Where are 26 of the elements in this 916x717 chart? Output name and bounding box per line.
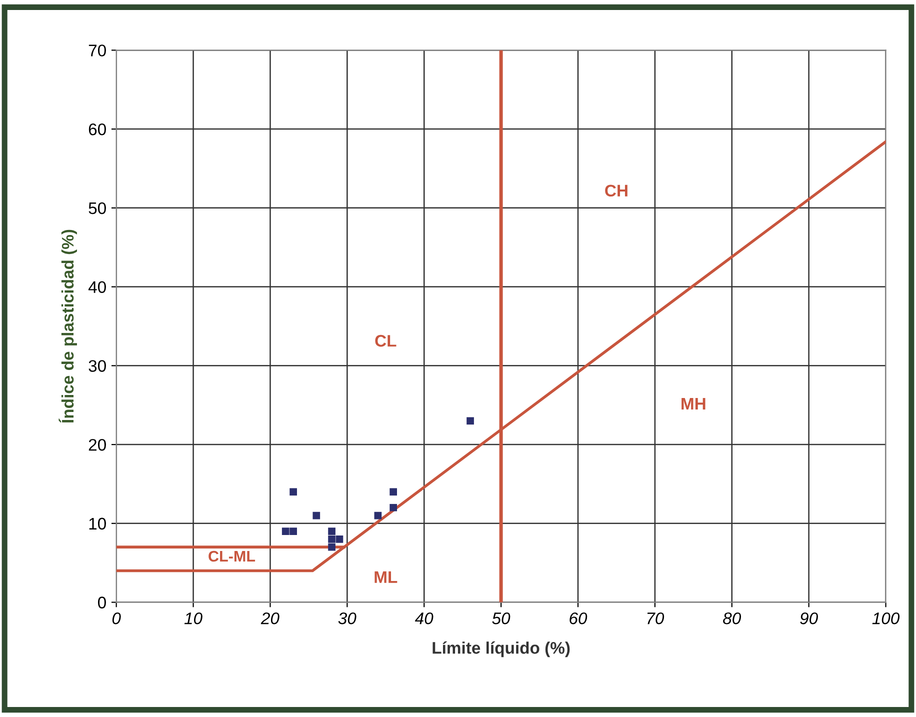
y-tick-label: 70 [88,44,106,56]
x-tick-label: 30 [338,612,356,624]
x-tick-label: 100 [872,612,900,624]
annotation: CL [375,334,396,347]
annotation: MH [682,398,706,410]
x-tick-label: 90 [800,612,818,624]
x-tick-label: 70 [647,612,664,624]
annotation: CL-ML [208,550,256,562]
annotation: CH [605,184,628,197]
y-tick-label: 10 [89,518,106,530]
x-axis-title: Límite líquido (%) [432,641,570,658]
x-tick-label: 60 [570,612,588,624]
y-tick-label: 60 [88,123,106,136]
y-tick-label: 50 [88,202,106,214]
x-tick-label: 50 [492,612,510,624]
y-tick-label: 20 [88,438,106,451]
x-tick-label: 20 [260,612,280,624]
x-tick-label: 10 [184,612,202,624]
x-tick-label: 0 [112,612,121,624]
y-tick-label: 30 [88,360,106,372]
y-tick-label: 40 [88,281,106,294]
x-tick-label: 40 [414,612,434,624]
y-tick-label: 0 [98,596,106,608]
y-axis-title: Índice de plasticidad (%) [58,230,77,423]
x-tick-label: 80 [723,612,742,624]
annotation: ML [374,571,398,583]
